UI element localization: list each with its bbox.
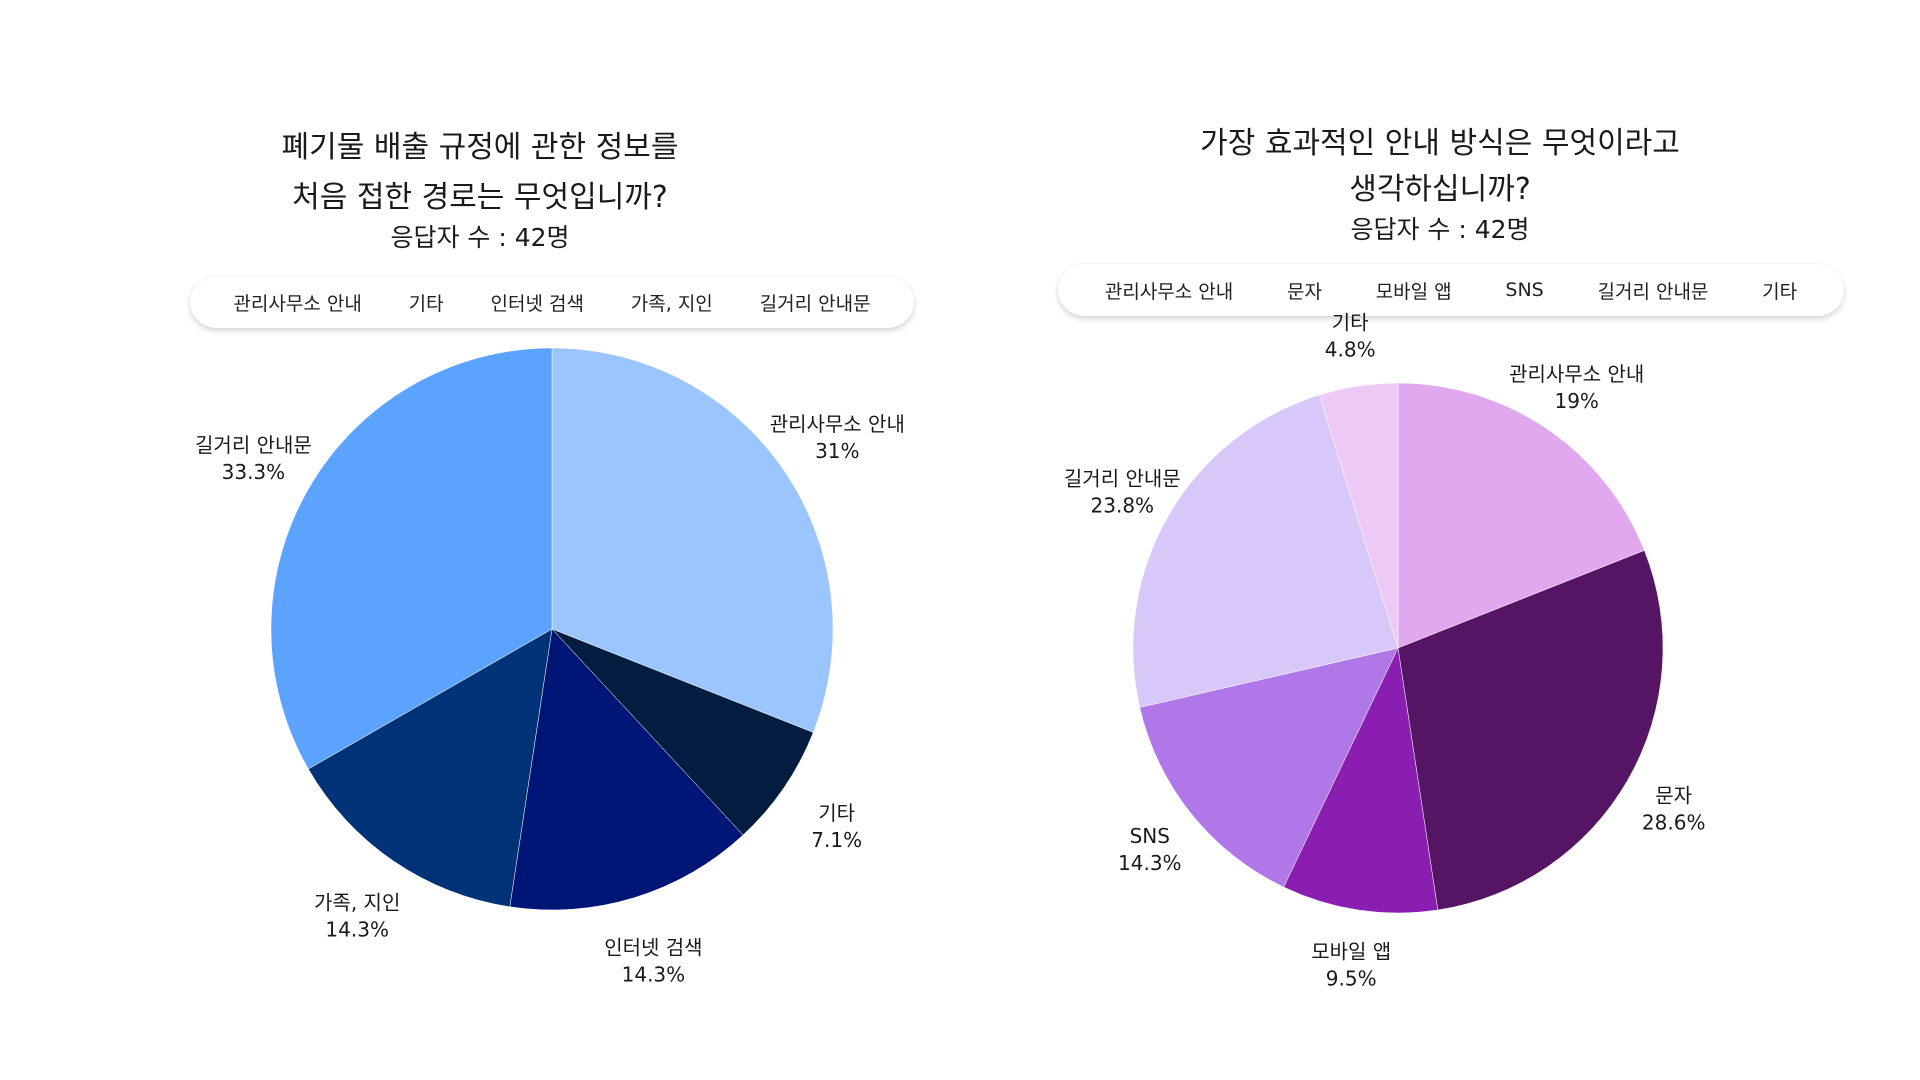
chart-panel-effective-method: 가장 효과적인 안내 방식은 무엇이라고 생각하십니까? 응답자 수 : 42명… — [960, 0, 1920, 1080]
slice-category-label: 문자 — [1655, 783, 1692, 807]
slice-value-label: 14.3% — [622, 963, 686, 987]
chart-subtitle: 응답자 수 : 42명 — [390, 223, 570, 252]
slice-category-label: 길거리 안내문 — [195, 433, 312, 457]
chart-legend: 관리사무소 안내 기타 인터넷 검색 가족, 지인 길거리 안내문 — [190, 276, 914, 328]
legend-item[interactable]: 문자 — [1287, 280, 1322, 303]
chart-title-line-2: 생각하십니까? — [1349, 172, 1531, 207]
slice-value-label: 9.5% — [1326, 967, 1377, 991]
chart-legend: 관리사무소 안내 문자 모바일 앱 SNS 길거리 안내문 기타 — [1058, 264, 1844, 316]
slice-category-label: 길거리 안내문 — [1064, 467, 1181, 491]
slice-value-label: 19% — [1554, 389, 1598, 413]
pie-slice-모바일-앱[interactable] — [1283, 647, 1439, 914]
legend-item[interactable]: 기타 — [408, 292, 444, 315]
slice-category-label: 인터넷 검색 — [604, 936, 702, 960]
slice-value-label: 33.3% — [222, 460, 286, 484]
pie-slice-길거리-안내문[interactable] — [270, 347, 553, 770]
legend-item[interactable]: SNS — [1505, 279, 1544, 301]
pie-slice-가족-지인[interactable] — [308, 628, 553, 908]
slice-category-label: 가족, 지인 — [314, 891, 400, 915]
slice-value-label: 28.6% — [1642, 810, 1706, 834]
slice-value-label: 31% — [815, 439, 859, 463]
slice-category-label: 모바일 앱 — [1311, 940, 1391, 964]
legend-item[interactable]: 길거리 안내문 — [1597, 280, 1709, 303]
slice-category-label: 기타 — [1332, 311, 1369, 335]
slice-value-label: 4.8% — [1325, 338, 1376, 362]
pie-slice-문자[interactable] — [1397, 550, 1664, 911]
legend-item[interactable]: 인터넷 검색 — [490, 292, 584, 315]
legend-item[interactable]: 모바일 앱 — [1375, 280, 1452, 303]
slice-value-label: 7.1% — [811, 828, 862, 852]
legend-item[interactable]: 관리사무소 안내 — [1104, 280, 1234, 303]
chart-title-line-1: 폐기물 배출 규정에 관한 정보를 — [281, 130, 679, 165]
pie-slice-기타[interactable] — [551, 628, 814, 836]
pie-slice-기타[interactable] — [1318, 382, 1399, 649]
chart-title-line-1: 가장 효과적인 안내 방식은 무엇이라고 — [1200, 126, 1680, 161]
legend-item[interactable]: 길거리 안내문 — [759, 292, 871, 315]
slice-category-label: SNS — [1130, 824, 1170, 848]
pie-slice-sns[interactable] — [1139, 647, 1399, 888]
chart-subtitle: 응답자 수 : 42명 — [1350, 215, 1530, 244]
legend-item[interactable]: 가족, 지인 — [630, 292, 713, 315]
chart-panel-info-source: 폐기물 배출 규정에 관한 정보를 처음 접한 경로는 무엇입니까? 응답자 수… — [190, 130, 914, 987]
legend-item[interactable]: 기타 — [1762, 280, 1798, 303]
slice-category-label: 관리사무소 안내 — [1509, 362, 1644, 386]
slice-category-label: 기타 — [818, 801, 855, 825]
pie-slice-인터넷-검색[interactable] — [509, 628, 744, 911]
chart-title-line-2: 처음 접한 경로는 무엇입니까? — [292, 180, 668, 215]
slice-category-label: 관리사무소 안내 — [770, 412, 905, 436]
pie-chart: 관리사무소 안내 19% 문자 28.6% 모바일 앱 9.5% SNS 14.3% 길거리 안… — [1064, 311, 1706, 991]
slice-value-label: 23.8% — [1091, 494, 1155, 518]
pie-slice-길거리-안내문[interactable] — [1132, 394, 1399, 708]
pie-chart: 관리사무소 안내 31% 기타 7.1% 인터넷 검색 14.3% 가족, 지인 14.3% 길… — [195, 347, 905, 987]
slice-value-label: 14.3% — [325, 918, 389, 942]
slice-value-label: 14.3% — [1118, 851, 1182, 875]
legend-item[interactable]: 관리사무소 안내 — [233, 292, 362, 315]
pie-slice-관리사무소-안내[interactable] — [551, 347, 834, 733]
pie-slice-관리사무소-안내[interactable] — [1397, 382, 1645, 649]
